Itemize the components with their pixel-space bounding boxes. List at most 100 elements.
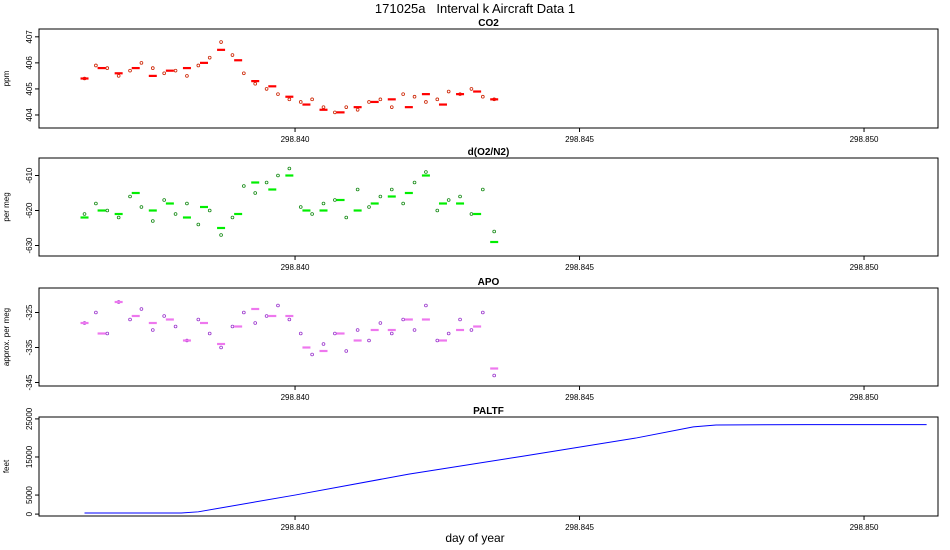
data-point (481, 187, 485, 192)
x-tick-label: 298.840 (281, 393, 310, 402)
data-point (94, 310, 98, 315)
x-tick-label: 298.850 (850, 393, 879, 402)
data-point (333, 331, 337, 336)
panel-title: d(O2/N2) (468, 147, 510, 158)
data-point (298, 100, 303, 104)
data-point (139, 61, 144, 65)
x-tick-label: 298.840 (281, 263, 310, 272)
data-point (424, 100, 428, 104)
x-tick-label: 298.840 (281, 523, 310, 532)
data-point (219, 345, 223, 350)
data-point (287, 317, 292, 322)
data-point (219, 40, 223, 44)
data-point (355, 328, 360, 332)
x-tick-label: 298.840 (281, 135, 310, 144)
data-point (264, 180, 269, 185)
data-point (207, 331, 212, 336)
series-line (84, 424, 927, 514)
data-point (412, 180, 417, 185)
y-tick-label: -325 (25, 304, 34, 321)
data-point (173, 324, 178, 329)
y-axis-label: feet (2, 459, 11, 473)
data-point (412, 328, 417, 332)
y-tick-label: 405 (25, 82, 34, 96)
data-point (185, 74, 189, 78)
x-tick-label: 298.850 (850, 523, 879, 532)
x-tick-label: 298.850 (850, 135, 879, 144)
x-axis-label: day of year (445, 531, 505, 545)
data-point (389, 105, 394, 109)
data-point (321, 201, 326, 206)
data-point (150, 328, 155, 332)
data-point (207, 208, 212, 213)
y-tick-label: -610 (25, 167, 34, 184)
data-point (321, 342, 326, 346)
data-point (242, 71, 246, 76)
y-tick-label: 407 (25, 30, 34, 44)
data-point (446, 331, 451, 336)
data-point (458, 317, 462, 322)
data-point (276, 173, 280, 178)
data-point (389, 187, 394, 192)
data-point (264, 87, 269, 91)
chart-panel-3: APO approx. per meg -345 -335 -325 298.840 298… (2, 277, 939, 402)
x-tick-label: 298.845 (565, 393, 594, 402)
data-point (469, 328, 474, 332)
data-point (162, 71, 166, 76)
data-point (276, 303, 280, 308)
data-point (162, 314, 166, 318)
panel-title: APO (478, 277, 500, 288)
data-point (94, 201, 98, 206)
data-point (344, 349, 349, 353)
data-point (276, 92, 280, 96)
data-point (116, 215, 121, 220)
data-point (481, 94, 485, 99)
x-tick-label: 298.845 (565, 263, 594, 272)
data-point (230, 53, 235, 57)
data-point (401, 92, 405, 96)
data-point (401, 201, 405, 206)
y-tick-label: 25000 (25, 407, 34, 430)
data-point (230, 215, 235, 220)
data-point (150, 219, 155, 223)
data-point (196, 63, 201, 68)
y-tick-label: -620 (25, 202, 34, 219)
data-point (378, 321, 383, 325)
y-tick-label: 406 (25, 56, 34, 70)
data-point (196, 222, 201, 227)
data-point (435, 97, 440, 102)
y-tick-label: 0 (25, 511, 34, 516)
data-point (219, 233, 223, 237)
data-point (253, 191, 258, 195)
data-point (230, 324, 235, 329)
y-axis-label: per meg (2, 192, 11, 221)
data-point (105, 66, 110, 70)
data-point (435, 208, 440, 213)
data-point (458, 194, 462, 199)
data-point (128, 68, 132, 73)
x-tick-label: 298.845 (565, 135, 594, 144)
y-tick-label: 15000 (25, 445, 34, 468)
plot-frame (38, 287, 939, 387)
data-point (185, 201, 189, 206)
data-point (162, 198, 166, 202)
panel-title: PALTF (473, 406, 504, 417)
data-point (173, 212, 178, 216)
data-point (333, 198, 337, 202)
data-point (82, 212, 87, 216)
data-point (469, 87, 474, 91)
data-point (344, 105, 349, 109)
x-tick-label: 298.850 (850, 263, 879, 272)
data-point (310, 97, 314, 102)
data-point (367, 100, 371, 104)
data-point (492, 229, 496, 234)
data-point (298, 331, 303, 336)
x-tick-label: 298.845 (565, 523, 594, 532)
data-point (264, 314, 269, 318)
data-point (367, 338, 371, 343)
data-point (105, 208, 110, 213)
chart-panel-1: CO2 ppm 404 405 406 407 298.840 298.845 298.850 (2, 18, 939, 144)
data-point (492, 373, 496, 378)
data-point (139, 205, 144, 209)
